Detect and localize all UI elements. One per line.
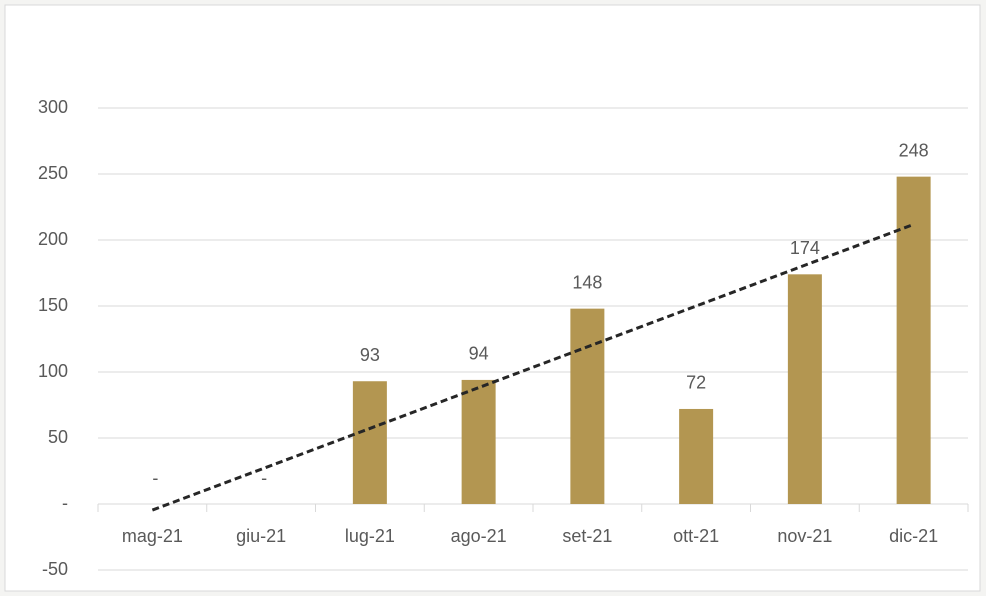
y-tick-label: - [62, 493, 68, 513]
data-label: 94 [469, 344, 489, 364]
data-label: 174 [790, 238, 820, 258]
x-tick-label: giu-21 [236, 526, 286, 546]
y-tick-label: 100 [38, 361, 68, 381]
bar [679, 408, 714, 504]
bar [352, 381, 387, 504]
data-label: 72 [686, 373, 706, 393]
y-tick-label: -50 [42, 559, 68, 579]
data-label: 93 [360, 345, 380, 365]
y-tick-label: 150 [38, 295, 68, 315]
y-tick-label: 300 [38, 97, 68, 117]
x-tick-label: set-21 [562, 526, 612, 546]
x-tick-label: nov-21 [777, 526, 832, 546]
y-tick-label: 50 [48, 427, 68, 447]
x-tick-label: ago-21 [451, 526, 507, 546]
data-label: - [152, 468, 158, 488]
data-label: 248 [899, 140, 929, 160]
bar [570, 308, 605, 504]
x-tick-label: ott-21 [673, 526, 719, 546]
bar [896, 176, 931, 504]
trendline [151, 223, 915, 512]
bar [787, 274, 822, 504]
data-label: 148 [572, 272, 602, 292]
x-tick-label: mag-21 [122, 526, 183, 546]
x-tick-label: dic-21 [889, 526, 938, 546]
y-tick-label: 200 [38, 229, 68, 249]
bar [461, 379, 496, 504]
x-tick-label: lug-21 [345, 526, 395, 546]
y-tick-label: 250 [38, 163, 68, 183]
data-label: - [261, 468, 267, 488]
